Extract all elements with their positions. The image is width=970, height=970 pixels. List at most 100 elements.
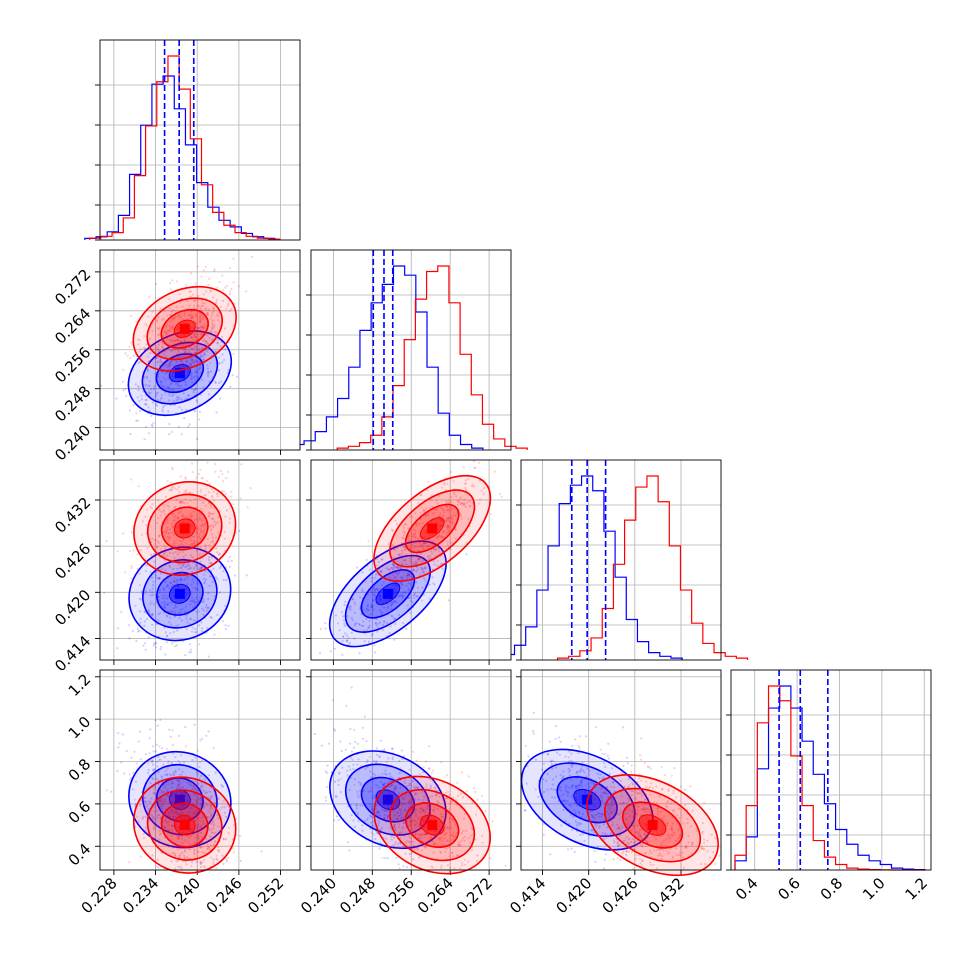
sample-point	[135, 762, 139, 765]
sample-point	[169, 349, 172, 352]
sample-point	[559, 740, 562, 744]
sample-point	[353, 603, 356, 606]
sample-point	[227, 369, 230, 372]
sample-point	[192, 348, 195, 351]
sample-point	[176, 315, 180, 318]
sample-point	[200, 313, 203, 316]
sample-point	[215, 299, 218, 302]
sample-point	[207, 371, 210, 374]
sample-point	[165, 372, 168, 375]
sample-point	[154, 641, 157, 644]
sample-point	[567, 848, 570, 851]
sample-point	[132, 404, 135, 407]
sample-point	[345, 704, 348, 707]
sample-point	[161, 385, 164, 388]
sample-point	[186, 360, 189, 363]
sample-point	[198, 643, 201, 646]
sample-point	[194, 307, 197, 310]
sample-point	[232, 281, 235, 284]
sample-point	[194, 371, 197, 374]
sample-point	[161, 410, 164, 413]
sample-point	[179, 360, 182, 363]
sample-point	[146, 394, 149, 397]
sample-point	[150, 600, 153, 603]
sample-point	[173, 339, 176, 342]
sample-point	[558, 736, 561, 739]
sample-point	[195, 477, 198, 480]
sample-point	[194, 410, 197, 413]
sample-point	[196, 437, 199, 441]
sample-point	[162, 353, 165, 356]
sample-point	[365, 740, 368, 743]
sample-point	[206, 373, 209, 376]
sample-point	[210, 370, 213, 373]
sample-point	[408, 768, 411, 771]
sample-point	[110, 790, 113, 793]
sample-point	[165, 747, 168, 750]
sample-point	[140, 398, 143, 401]
sample-point	[171, 729, 174, 732]
sample-point	[176, 382, 180, 385]
sample-point	[169, 735, 172, 738]
sample-point	[186, 300, 189, 303]
sample-point	[225, 858, 228, 861]
sample-point	[381, 856, 384, 859]
sample-point	[221, 335, 224, 338]
sample-point	[162, 405, 165, 409]
sample-point	[195, 327, 198, 330]
sample-point	[238, 529, 241, 533]
sample-point	[220, 340, 223, 343]
sample-point	[225, 860, 229, 863]
sample-point	[227, 560, 230, 563]
sample-point	[158, 326, 161, 329]
sample-point	[554, 737, 557, 740]
sample-point	[193, 388, 197, 391]
sample-point	[368, 755, 371, 759]
sample-point	[422, 766, 425, 769]
sample-point	[206, 312, 209, 315]
sample-point	[472, 787, 476, 790]
sample-point	[158, 360, 161, 363]
sample-point	[150, 761, 154, 764]
sample-point	[372, 586, 375, 589]
sample-point	[198, 343, 201, 346]
sample-point	[324, 622, 327, 625]
sample-point	[144, 383, 148, 387]
sample-point	[169, 313, 172, 316]
sample-point	[189, 648, 192, 651]
sample-point	[218, 356, 221, 359]
sample-point	[175, 306, 178, 309]
sample-point	[137, 385, 140, 388]
sample-point	[141, 790, 144, 794]
sample-point	[136, 627, 139, 631]
sample-point	[239, 859, 242, 863]
sample-point	[202, 293, 205, 296]
sample-point	[184, 348, 187, 351]
panel-frame	[730, 669, 932, 871]
sample-point	[198, 410, 201, 414]
sample-point	[194, 351, 197, 354]
sample-point	[230, 490, 233, 493]
sample-point	[156, 348, 159, 351]
panel-frame	[310, 249, 512, 451]
sample-point	[198, 347, 201, 350]
sample-point	[136, 553, 139, 556]
sample-point	[173, 577, 177, 580]
sample-point	[197, 294, 200, 298]
sample-point	[212, 326, 215, 329]
sample-point	[383, 782, 387, 785]
sample-point	[372, 833, 375, 836]
sample-point	[159, 645, 162, 648]
sample-point	[145, 375, 149, 378]
panel-frame	[99, 39, 301, 241]
sample-point	[169, 339, 173, 342]
sample-point	[188, 643, 191, 646]
sample-point	[193, 345, 197, 348]
sample-point	[422, 576, 425, 580]
sample-point	[161, 747, 164, 750]
sample-point	[168, 298, 171, 301]
sample-point	[168, 773, 171, 776]
sample-point	[202, 339, 205, 342]
sample-point	[602, 867, 605, 870]
sample-point	[708, 808, 711, 811]
